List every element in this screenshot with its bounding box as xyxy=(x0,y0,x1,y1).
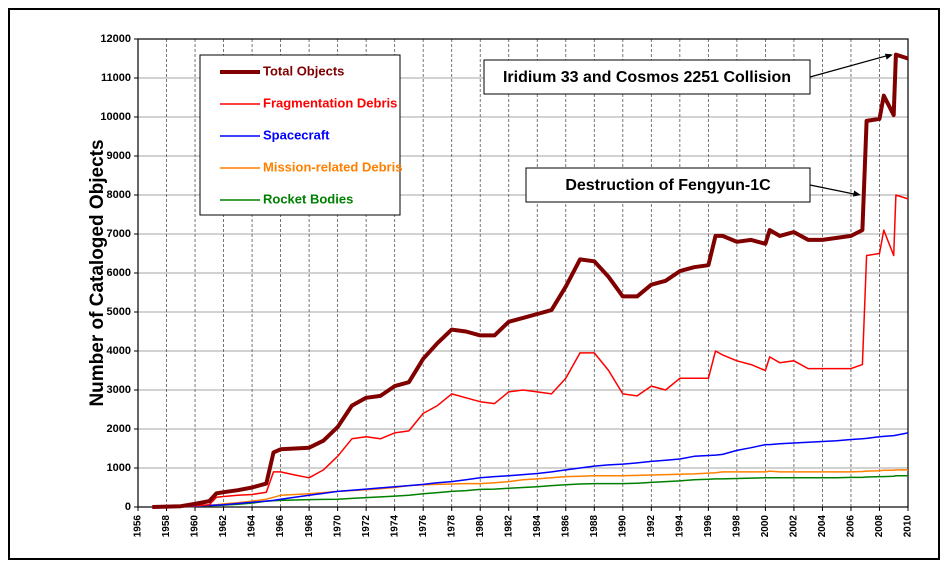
y-tick-label: 0 xyxy=(125,501,131,513)
y-tick-label: 5000 xyxy=(107,306,131,318)
x-tick-label: 2004 xyxy=(817,515,828,538)
annotation: Iridium 33 and Cosmos 2251 Collision xyxy=(503,69,791,86)
legend-label: Fragmentation Debris xyxy=(263,95,397,110)
y-tick-label: 6000 xyxy=(107,267,131,279)
y-axis-label: Number of Cataloged Objects xyxy=(87,139,108,406)
y-tick-label: 4000 xyxy=(107,345,131,357)
y-tick-label: 9000 xyxy=(107,150,131,162)
x-tick-label: 1992 xyxy=(646,515,657,538)
y-tick-label: 2000 xyxy=(107,423,131,435)
x-tick-label: 1982 xyxy=(503,515,514,538)
series-line xyxy=(152,432,909,508)
x-tick-label: 1962 xyxy=(218,515,229,538)
annotation-box xyxy=(525,167,811,203)
x-tick-label: 1998 xyxy=(732,515,743,538)
x-tick-label: 1970 xyxy=(332,515,343,538)
annotation-arrowhead xyxy=(884,53,893,60)
x-tick-label: 1974 xyxy=(389,515,400,538)
x-tick-label: 1960 xyxy=(190,515,201,538)
x-tick-label: 1996 xyxy=(703,515,714,538)
series-line xyxy=(152,194,909,508)
y-tick-label: 11000 xyxy=(101,72,131,84)
series-line xyxy=(152,52,909,509)
annotation-arrowhead xyxy=(852,190,861,197)
y-tick-label: 10000 xyxy=(100,111,131,123)
x-tick-label: 1988 xyxy=(589,515,600,538)
x-tick-label: 1976 xyxy=(418,515,429,538)
x-tick-label: 1956 xyxy=(133,515,144,538)
annotation-arrow xyxy=(809,184,859,196)
x-tick-label: 2010 xyxy=(903,515,914,538)
plot-border xyxy=(137,38,909,508)
x-tick-label: 1966 xyxy=(275,515,286,538)
y-tick-label: 7000 xyxy=(107,228,131,240)
x-tick-label: 1964 xyxy=(247,515,258,538)
x-tick-label: 1986 xyxy=(560,515,571,538)
x-tick-label: 2006 xyxy=(846,515,857,538)
annotation: Destruction of Fengyun-1C xyxy=(565,177,771,194)
series-line xyxy=(152,469,908,508)
series-line xyxy=(152,475,908,508)
x-tick-label: 2000 xyxy=(760,515,771,538)
annotation-box xyxy=(483,59,811,95)
x-tick-label: 1972 xyxy=(361,515,372,538)
x-tick-label: 2002 xyxy=(789,515,800,538)
annotation-arrow xyxy=(809,54,892,78)
y-tick-label: 1000 xyxy=(107,462,131,474)
y-tick-label: 12000 xyxy=(100,33,131,45)
x-tick-label: 1968 xyxy=(304,515,315,538)
x-tick-label: 1990 xyxy=(617,515,628,538)
legend-label: Mission-related Debris xyxy=(263,159,402,174)
x-tick-label: 1958 xyxy=(161,515,172,538)
x-tick-label: 1994 xyxy=(674,515,685,538)
legend-label: Spacecraft xyxy=(263,127,330,142)
legend-box xyxy=(199,54,401,216)
y-tick-label: 3000 xyxy=(107,384,131,396)
x-tick-label: 2008 xyxy=(874,515,885,538)
x-tick-label: 1978 xyxy=(446,515,457,538)
x-tick-label: 1980 xyxy=(475,515,486,538)
y-tick-label: 8000 xyxy=(107,189,131,201)
x-tick-label: 1984 xyxy=(532,515,543,538)
legend-label: Rocket Bodies xyxy=(263,191,353,206)
legend-label: Total Objects xyxy=(263,63,344,78)
